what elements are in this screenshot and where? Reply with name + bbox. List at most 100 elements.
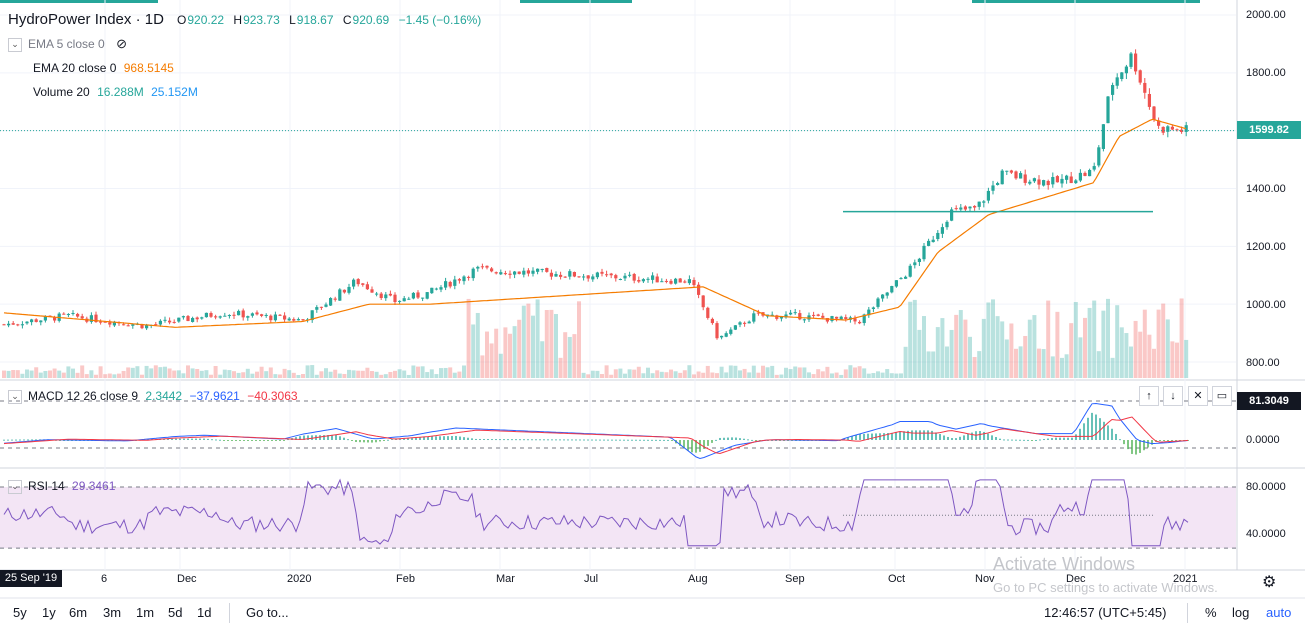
rsi-band bbox=[0, 487, 1236, 549]
legend-macd[interactable]: ⌄ MACD 12 26 close 9 2.3442 −37.9621 −40.… bbox=[8, 389, 298, 404]
volume-bar bbox=[581, 372, 586, 378]
macd-hist-bar bbox=[787, 440, 789, 441]
macd-hist-bar bbox=[543, 439, 545, 441]
macd-hist-bar bbox=[1043, 439, 1045, 441]
volume-bar bbox=[636, 366, 641, 378]
candle-body bbox=[710, 318, 714, 324]
candle-body bbox=[200, 317, 204, 319]
legend-ema20[interactable]: EMA 20 close 0 968.5145 bbox=[33, 61, 174, 75]
macd-hist-bar bbox=[627, 439, 629, 441]
candle-body bbox=[940, 227, 944, 234]
candle-body bbox=[112, 321, 116, 326]
range-1y[interactable]: 1y bbox=[42, 605, 56, 620]
candle-body bbox=[959, 207, 963, 210]
candle-body bbox=[540, 268, 544, 270]
auto-toggle[interactable]: auto bbox=[1266, 605, 1292, 620]
candle-body bbox=[996, 183, 1000, 185]
volume-bar bbox=[84, 374, 89, 378]
macd-hist-bar bbox=[991, 435, 993, 440]
candle-body bbox=[260, 314, 264, 316]
volume-bar bbox=[1147, 334, 1152, 378]
candle-body bbox=[517, 271, 521, 274]
goto-button[interactable]: Go to... bbox=[246, 605, 289, 620]
macd-hist-bar bbox=[439, 436, 441, 440]
macd-hist-bar bbox=[943, 435, 945, 440]
macd-hist-bar bbox=[215, 439, 217, 441]
range-1m[interactable]: 1m bbox=[136, 605, 155, 620]
volume-bar bbox=[853, 367, 857, 378]
volume-bar bbox=[1096, 351, 1101, 378]
macd-hist-bar bbox=[607, 439, 609, 441]
volume-bar bbox=[462, 365, 466, 378]
legend-volume[interactable]: Volume 20 16.288M 25.152M bbox=[33, 85, 198, 99]
candle-body bbox=[324, 304, 328, 307]
macd-hist-bar bbox=[951, 438, 953, 440]
range-6m[interactable]: 6m bbox=[69, 605, 88, 620]
candle-body bbox=[871, 307, 875, 309]
candle-body bbox=[1000, 170, 1004, 185]
candle-body bbox=[706, 307, 710, 318]
macd-hist-bar bbox=[323, 435, 325, 440]
volume-bar bbox=[972, 357, 977, 378]
candle-body bbox=[214, 316, 218, 318]
volume-bar bbox=[719, 366, 724, 378]
collapse-icon[interactable]: ⌄ bbox=[8, 479, 22, 494]
candle-body bbox=[669, 280, 673, 284]
macd-hist-bar bbox=[223, 440, 225, 441]
collapse-icon[interactable]: ⌄ bbox=[8, 37, 22, 52]
open-label: O bbox=[177, 13, 187, 27]
range-1d[interactable]: 1d bbox=[197, 605, 212, 620]
candle-body bbox=[99, 321, 103, 323]
candle-body bbox=[968, 206, 972, 209]
range-5y[interactable]: 5y bbox=[13, 605, 27, 620]
volume-bar bbox=[604, 365, 609, 378]
log-toggle[interactable]: log bbox=[1232, 605, 1250, 620]
macd-hist-bar bbox=[531, 439, 533, 441]
percent-toggle[interactable]: % bbox=[1205, 605, 1217, 620]
candle-body bbox=[1175, 129, 1179, 131]
macd-line bbox=[3, 402, 1189, 460]
symbol-title[interactable]: HydroPower Index · 1D bbox=[8, 11, 164, 28]
range-5d[interactable]: 5d bbox=[168, 605, 183, 620]
legend-ema5[interactable]: ⌄ EMA 5 close 0 ⊘ bbox=[8, 36, 127, 52]
candle-body bbox=[536, 268, 540, 272]
volume-bar bbox=[259, 366, 264, 378]
settings-gear-icon[interactable]: ⚙ bbox=[1262, 574, 1277, 591]
macd-hist-bar bbox=[723, 437, 725, 440]
macd-hist-bar bbox=[1127, 440, 1129, 450]
macd-hist-bar bbox=[1135, 440, 1137, 455]
volume-bar bbox=[135, 366, 140, 378]
candle-body bbox=[1074, 180, 1078, 184]
clock[interactable]: 12:46:57 (UTC+5:45) bbox=[1044, 605, 1167, 620]
macd-hist-bar bbox=[751, 439, 753, 441]
volume-bar bbox=[899, 373, 903, 378]
candle-body bbox=[53, 317, 57, 321]
candle-body bbox=[793, 312, 797, 314]
volume-bar bbox=[6, 370, 11, 378]
volume-bar bbox=[1073, 302, 1078, 378]
candle-body bbox=[577, 276, 581, 278]
volume-bar bbox=[195, 369, 200, 378]
macd-hist-bar bbox=[983, 431, 985, 440]
macd-hist-bar bbox=[367, 440, 369, 443]
volume-bar bbox=[163, 366, 167, 378]
macd-hist-bar bbox=[755, 440, 757, 441]
candle-body bbox=[839, 316, 843, 320]
pane-down-icon[interactable]: ↓ bbox=[1163, 386, 1183, 406]
range-3m[interactable]: 3m bbox=[103, 605, 122, 620]
pane-up-icon[interactable]: ↑ bbox=[1139, 386, 1159, 406]
macd-hist-bar bbox=[227, 440, 229, 441]
macd-hist-bar bbox=[1167, 440, 1169, 441]
macd-hist-bar bbox=[463, 437, 465, 440]
high-label: H bbox=[233, 13, 243, 27]
hidden-eye-icon[interactable]: ⊘ bbox=[116, 36, 127, 51]
macd-hist-bar bbox=[999, 438, 1001, 440]
candle-body bbox=[1051, 177, 1055, 185]
pane-close-icon[interactable]: ✕ bbox=[1188, 386, 1208, 406]
macd-hist-bar bbox=[679, 440, 681, 446]
volume-bar bbox=[595, 370, 600, 378]
collapse-icon[interactable]: ⌄ bbox=[8, 389, 22, 404]
pane-maximize-icon[interactable]: ▭ bbox=[1212, 386, 1232, 406]
legend-rsi[interactable]: ⌄ RSI 14 29.3461 bbox=[8, 479, 115, 494]
